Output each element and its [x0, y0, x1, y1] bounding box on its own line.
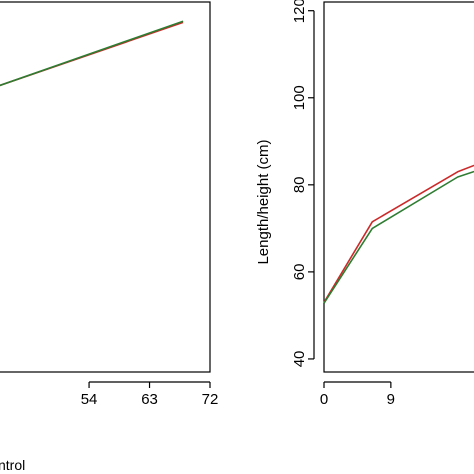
- series-line-1: [0, 21, 184, 87]
- plot-frame: [0, 1, 211, 373]
- y-tick-label: 120: [291, 0, 308, 23]
- series-line-1: [323, 164, 474, 303]
- plot-frame: [323, 1, 474, 373]
- series-line-2: [323, 170, 474, 304]
- y-tick-label: 40: [291, 351, 308, 368]
- x-tick-label: 54: [81, 391, 98, 408]
- legend-fragment-text: ntrol: [0, 457, 25, 473]
- series-line-2: [0, 20, 184, 87]
- x-tick-label: 63: [141, 391, 158, 408]
- y-tick-label: 80: [291, 176, 308, 193]
- right-plot-panel: 0 9 40 60 80 100 120 Length/height (cm): [255, 0, 474, 408]
- left-plot-panel: 54 63 72: [0, 1, 219, 408]
- x-tick-label: 9: [387, 391, 395, 408]
- x-tick-label: 72: [202, 391, 219, 408]
- x-tick-label: 0: [320, 391, 328, 408]
- y-tick-label: 100: [291, 85, 308, 110]
- y-axis-title: Length/height (cm): [255, 139, 272, 264]
- y-tick-label: 60: [291, 264, 308, 281]
